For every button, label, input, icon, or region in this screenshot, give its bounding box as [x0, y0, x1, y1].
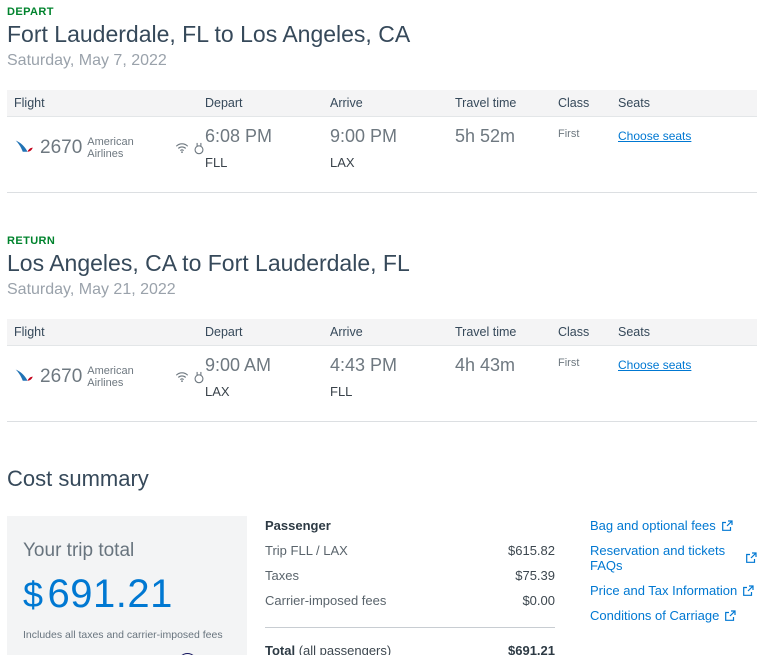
reservation-tickets-faqs-link[interactable]: Reservation and tickets FAQs — [590, 543, 757, 573]
cost-total-row: Total (all passengers) $691.21 — [265, 643, 555, 655]
depart-time: 6:08 PM — [205, 126, 273, 146]
return-section: RETURN Los Angeles, CA to Fort Lauderdal… — [7, 232, 757, 422]
cost-row-carrier-fees: Carrier-imposed fees $0.00 — [265, 593, 555, 608]
cabin-class: First — [558, 357, 580, 369]
return-route-date: Saturday, May 21, 2022 — [7, 281, 176, 298]
cost-row-label: Taxes — [265, 568, 299, 583]
cost-summary-title: Cost summary — [7, 466, 149, 491]
depart-time: 9:00 AM — [205, 355, 272, 375]
travel-time-cell: 4h 43m — [455, 355, 558, 399]
external-link-icon — [721, 519, 733, 531]
external-link-icon — [725, 609, 736, 621]
link-label: Conditions of Carriage — [590, 608, 720, 623]
bag-and-optional-fees-link[interactable]: Bag and optional fees — [590, 518, 757, 533]
cost-row-taxes: Taxes $75.39 — [265, 568, 555, 583]
flight-number: 2670 — [40, 366, 83, 387]
arrive-airport: LAX — [330, 155, 355, 170]
link-label: Bag and optional fees — [590, 518, 716, 533]
american-airlines-logo-icon — [14, 367, 34, 387]
arrive-cell: 9:00 PM LAX — [330, 126, 455, 170]
flight-number: 2670 — [40, 137, 83, 158]
cost-row-value: $0.00 — [522, 593, 555, 608]
total-label: Total — [265, 643, 296, 655]
return-flight-table: Flight Depart Arrive Travel time Class S… — [7, 319, 757, 422]
depart-route-title: Fort Lauderdale, FL to Los Angeles, CA — [7, 21, 411, 47]
flight-cell: 2670 American Airlines — [7, 355, 205, 399]
trip-total-box: Your trip total $691.21 Includes all tax… — [7, 516, 247, 655]
trip-total-price: $691.21 — [23, 572, 231, 617]
depart-airport: FLL — [205, 155, 228, 170]
class-cell: First — [558, 355, 618, 399]
col-arrive: Arrive — [330, 325, 363, 339]
col-travel-time: Travel time — [455, 325, 517, 339]
col-flight: Flight — [14, 96, 45, 110]
trip-total-note: Includes all taxes and carrier-imposed f… — [23, 629, 223, 641]
cost-breakdown: Passenger Trip FLL / LAX $615.82 Taxes $… — [265, 516, 555, 655]
arrive-cell: 4:43 PM FLL — [330, 355, 455, 399]
col-arrive: Arrive — [330, 96, 363, 110]
choose-seats-link[interactable]: Choose seats — [618, 129, 692, 143]
col-depart: Depart — [205, 325, 243, 339]
wifi-icon — [175, 142, 189, 154]
american-airlines-logo-icon — [14, 138, 34, 158]
external-link-icon — [746, 552, 757, 563]
trip-total-label: Your trip total — [23, 540, 135, 561]
breakdown-divider — [265, 627, 555, 628]
col-depart: Depart — [205, 96, 243, 110]
wifi-icon — [175, 371, 189, 383]
depart-flight-row: 2670 American Airlines — [7, 117, 757, 193]
return-table-header: Flight Depart Arrive Travel time Class S… — [7, 319, 757, 346]
depart-section: DEPART Fort Lauderdale, FL to Los Angele… — [7, 3, 757, 193]
arrive-time: 4:43 PM — [330, 355, 398, 375]
col-seats: Seats — [618, 96, 650, 110]
power-icon — [193, 371, 205, 384]
return-route-title: Los Angeles, CA to Fort Lauderdale, FL — [7, 250, 410, 276]
cost-row-value: $615.82 — [508, 543, 555, 558]
arrive-time: 9:00 PM — [330, 126, 398, 146]
class-cell: First — [558, 126, 618, 170]
passenger-header: Passenger — [265, 518, 331, 533]
seats-cell: Choose seats — [618, 126, 757, 170]
external-link-icon — [743, 584, 754, 596]
return-flight-row: 2670 American Airlines — [7, 346, 757, 422]
depart-cell: 6:08 PM FLL — [205, 126, 330, 170]
depart-label: DEPART — [7, 6, 54, 18]
conditions-of-carriage-link[interactable]: Conditions of Carriage — [590, 608, 757, 623]
cost-summary: Your trip total $691.21 Includes all tax… — [7, 516, 757, 655]
depart-airport: LAX — [205, 384, 230, 399]
cost-row-label: Carrier-imposed fees — [265, 593, 387, 608]
depart-flight-table: Flight Depart Arrive Travel time Class S… — [7, 90, 757, 193]
choose-seats-link[interactable]: Choose seats — [618, 358, 692, 372]
arrive-airport: FLL — [330, 384, 353, 399]
depart-cell: 9:00 AM LAX — [205, 355, 330, 399]
total-sublabel: (all passengers) — [298, 643, 392, 655]
col-class: Class — [558, 96, 590, 110]
power-icon — [193, 142, 205, 155]
col-seats: Seats — [618, 325, 650, 339]
travel-time: 4h 43m — [455, 355, 516, 375]
depart-table-header: Flight Depart Arrive Travel time Class S… — [7, 90, 757, 117]
travel-time-cell: 5h 52m — [455, 126, 558, 170]
currency-symbol: $ — [23, 574, 44, 615]
link-label: Reservation and tickets FAQs — [590, 543, 726, 573]
airline-name: American Airlines — [87, 136, 134, 160]
depart-route-date: Saturday, May 7, 2022 — [7, 52, 167, 69]
seats-cell: Choose seats — [618, 355, 757, 399]
trip-total-amount: 691.21 — [47, 572, 173, 616]
col-flight: Flight — [14, 325, 45, 339]
cost-row-value: $75.39 — [515, 568, 555, 583]
total-value: $691.21 — [508, 643, 555, 655]
col-class: Class — [558, 325, 590, 339]
col-travel-time: Travel time — [455, 96, 517, 110]
return-label: RETURN — [7, 235, 56, 247]
cost-row-label: Trip FLL / LAX — [265, 543, 348, 558]
flight-cell: 2670 American Airlines — [7, 126, 205, 170]
cabin-class: First — [558, 128, 580, 140]
travel-time: 5h 52m — [455, 126, 516, 146]
price-tax-information-link[interactable]: Price and Tax Information — [590, 583, 757, 598]
link-label: Price and Tax Information — [590, 583, 738, 598]
airline-name: American Airlines — [87, 365, 134, 389]
info-links: Bag and optional fees Reservation and ti… — [590, 516, 757, 655]
cost-row-trip: Trip FLL / LAX $615.82 — [265, 543, 555, 558]
